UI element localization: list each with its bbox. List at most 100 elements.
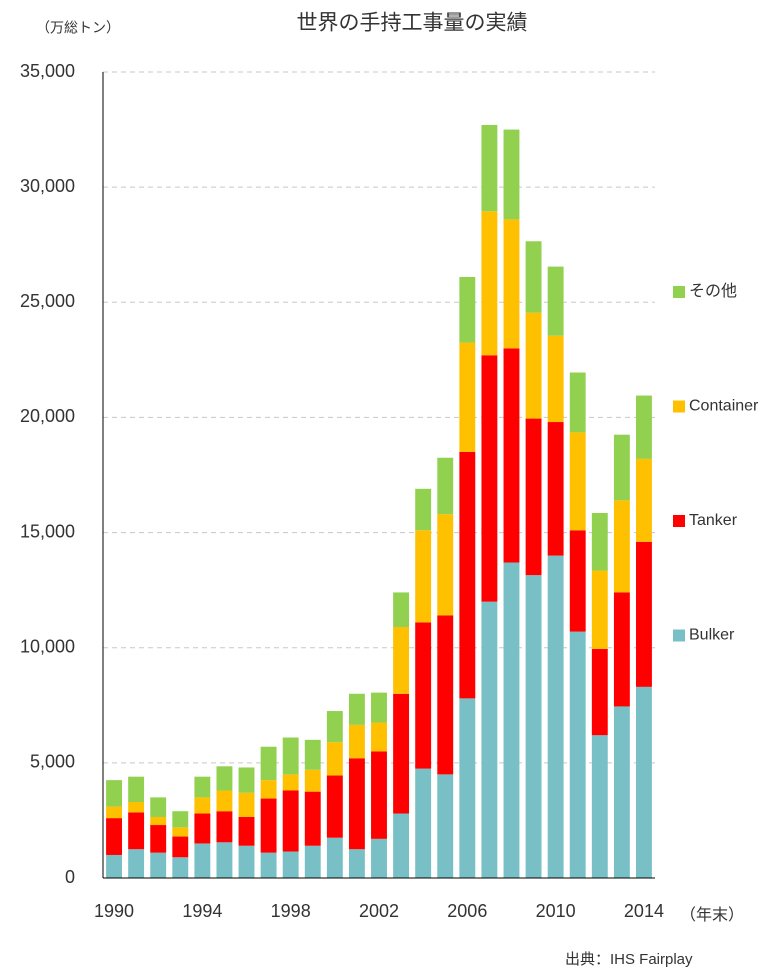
bar-segment bbox=[238, 767, 255, 793]
bar-segment bbox=[128, 849, 145, 878]
bar-segment bbox=[525, 241, 542, 313]
x-tick-label: 1998 bbox=[271, 901, 311, 921]
bar-segment bbox=[569, 372, 586, 433]
bar-segment bbox=[348, 758, 365, 850]
bar-segment bbox=[326, 775, 343, 838]
bar-segment bbox=[326, 837, 343, 878]
y-tick-label: 15,000 bbox=[20, 521, 75, 541]
bar-segment bbox=[194, 776, 211, 798]
bar-segment bbox=[172, 827, 189, 837]
bar-segment bbox=[437, 514, 454, 616]
bar-segment bbox=[503, 562, 520, 878]
bar-segment bbox=[304, 769, 321, 792]
bar-segment bbox=[415, 488, 432, 531]
bar-segment bbox=[194, 813, 211, 844]
bar-segment bbox=[371, 692, 387, 723]
x-axis-label: （年末） bbox=[680, 906, 744, 924]
bar-segment bbox=[503, 219, 520, 349]
bar-segment bbox=[128, 812, 145, 850]
bar-segment bbox=[282, 774, 299, 791]
legend-label: Container bbox=[689, 398, 759, 415]
bar-segment bbox=[348, 849, 365, 878]
bar-segment bbox=[636, 686, 652, 878]
bar-segment bbox=[415, 622, 432, 769]
y-axis-label: （万総トン） bbox=[36, 20, 120, 36]
bar-segment bbox=[459, 451, 476, 699]
bar-segment bbox=[393, 626, 410, 694]
bar-segment bbox=[415, 530, 432, 623]
bar-segment bbox=[238, 792, 255, 817]
y-tick-label: 35,000 bbox=[20, 61, 75, 81]
bar-segment bbox=[393, 813, 410, 878]
bar-segment bbox=[260, 780, 277, 799]
bar-segment bbox=[547, 422, 564, 556]
bar-segment bbox=[348, 724, 365, 759]
legend-swatch bbox=[673, 515, 685, 527]
bar-segment bbox=[525, 575, 542, 878]
bar-segment bbox=[326, 742, 343, 776]
bar-segment bbox=[393, 693, 410, 814]
bar-segment bbox=[128, 802, 145, 813]
bar-segment bbox=[260, 852, 277, 878]
source: 出典：IHS Fairplay bbox=[565, 951, 693, 968]
legend-swatch bbox=[673, 629, 685, 642]
bar-segment bbox=[172, 836, 189, 858]
bar-segment bbox=[613, 706, 630, 878]
bar-segment bbox=[525, 418, 542, 576]
bar-segment bbox=[459, 276, 476, 343]
legend-swatch bbox=[673, 400, 685, 413]
bar-segment bbox=[371, 751, 387, 839]
bar-segment bbox=[194, 843, 211, 878]
bar-segment bbox=[591, 648, 608, 736]
y-tick-label: 0 bbox=[65, 867, 75, 887]
bar-segment bbox=[260, 746, 277, 781]
bar-segment bbox=[282, 790, 299, 852]
y-tick-label: 5,000 bbox=[30, 752, 75, 772]
x-tick-label: 2002 bbox=[359, 901, 399, 921]
bar-segment bbox=[304, 845, 321, 878]
legend-label: その他 bbox=[689, 282, 737, 300]
x-tick-label: 2010 bbox=[536, 901, 576, 921]
bar-segment bbox=[260, 798, 277, 853]
x-tick-label: 2006 bbox=[447, 901, 487, 921]
bar-segment bbox=[437, 615, 454, 775]
y-tick-label: 10,000 bbox=[20, 636, 75, 656]
bar-segment bbox=[525, 312, 542, 419]
bar-segment bbox=[216, 766, 233, 791]
bar-segment bbox=[569, 432, 586, 531]
bar-segment bbox=[415, 768, 432, 878]
y-tick-label: 30,000 bbox=[20, 176, 75, 196]
legend-label: Tanker bbox=[689, 512, 738, 529]
bar-segment bbox=[437, 457, 454, 515]
bar-segment bbox=[326, 711, 343, 743]
bar-segment bbox=[106, 780, 122, 807]
bar-segment bbox=[547, 266, 564, 336]
bar-segment bbox=[371, 838, 387, 878]
bar-segment bbox=[172, 811, 189, 828]
bar-segment bbox=[591, 735, 608, 878]
chart-title: 世界の手持工事量の実績 bbox=[297, 12, 528, 35]
y-tick-label: 25,000 bbox=[20, 291, 75, 311]
bar-segment bbox=[569, 631, 586, 878]
bar-segment bbox=[437, 774, 454, 878]
legend-label: Bulker bbox=[689, 627, 735, 644]
bar-segment bbox=[613, 592, 630, 707]
bar-segment bbox=[150, 797, 167, 817]
x-tick-label: 2014 bbox=[624, 901, 664, 921]
bar-segment bbox=[459, 698, 476, 878]
bar-segment bbox=[106, 818, 122, 855]
bar-segment bbox=[481, 211, 498, 356]
x-tick-label: 1994 bbox=[182, 901, 222, 921]
bar-segment bbox=[503, 348, 520, 563]
x-tick-label: 1990 bbox=[94, 901, 134, 921]
bar-segment bbox=[481, 601, 498, 878]
bar-segment bbox=[238, 845, 255, 878]
bar-segment bbox=[150, 852, 167, 878]
bar-segment bbox=[481, 124, 498, 212]
bar-segment bbox=[238, 816, 255, 846]
bar-segment bbox=[348, 693, 365, 725]
bar-segment bbox=[216, 811, 233, 843]
bar-segment bbox=[481, 355, 498, 602]
bar-segment bbox=[591, 570, 608, 649]
